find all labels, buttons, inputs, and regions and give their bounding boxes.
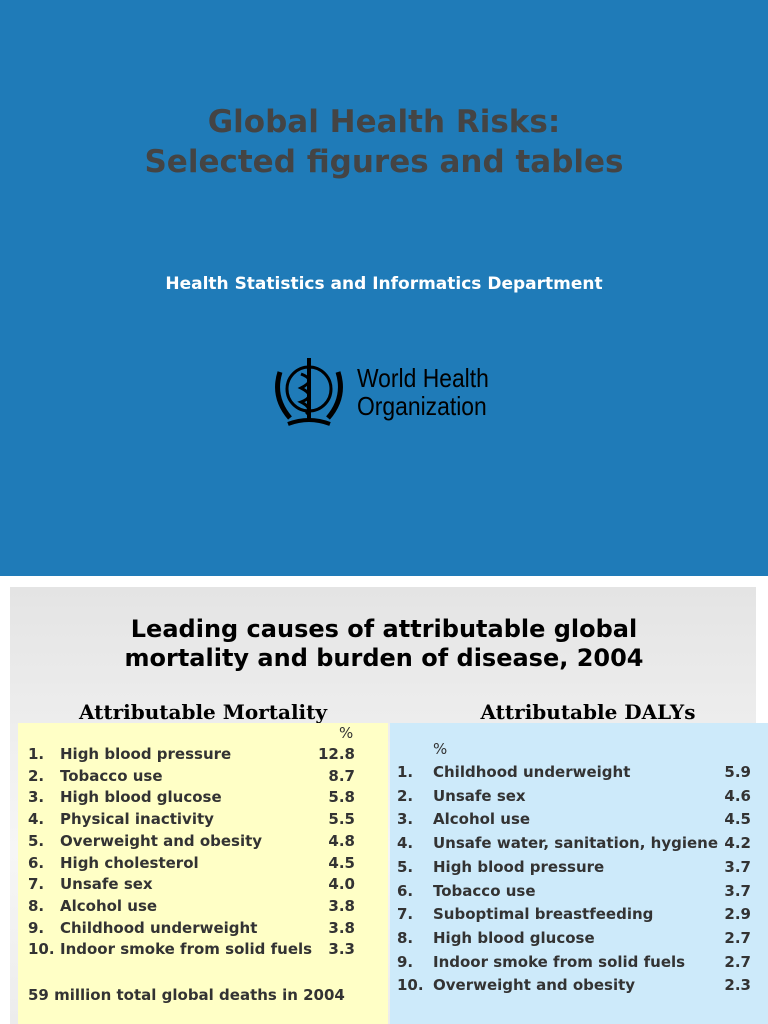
row-value: 4.5 (328, 853, 355, 872)
row-label: Alcohol use (60, 896, 158, 915)
dalys-box (390, 723, 768, 1024)
row-number: 7. (28, 875, 45, 894)
row-label: Physical inactivity (60, 810, 214, 829)
row-number: 6. (397, 881, 414, 900)
column-heading: Attributable Mortality (78, 700, 328, 724)
row-label: Tobacco use (60, 766, 163, 785)
row-number: 4. (397, 834, 414, 853)
row-value: 2.7 (724, 952, 751, 971)
row-value: 3.3 (328, 940, 355, 959)
footer-note: 59 million total global deaths in 2004 (28, 986, 345, 1004)
unit-label: % (433, 740, 448, 758)
row-label: Overweight and obesity (433, 976, 636, 995)
row-value: 12.8 (317, 745, 355, 763)
row-label: High blood pressure (60, 745, 232, 763)
row-number: 4. (28, 810, 45, 829)
row-label: Unsafe water, sanitation, hygiene (433, 834, 719, 853)
row-value: 4.6 (724, 786, 751, 805)
row-number: 8. (28, 896, 45, 915)
row-number: 10. (28, 940, 55, 959)
slide-title: mortality and burden of disease, 2004 (124, 644, 644, 672)
row-number: 2. (397, 786, 414, 805)
row-value: 3.7 (724, 881, 751, 900)
row-label: Unsafe sex (433, 786, 526, 805)
row-number: 7. (397, 905, 414, 924)
row-number: 2. (28, 766, 45, 785)
logo-line: World Health (357, 363, 489, 393)
row-number: 3. (28, 788, 45, 807)
row-label: Suboptimal breastfeeding (433, 905, 654, 924)
row-value: 4.0 (328, 875, 355, 894)
row-label: Indoor smoke from solid fuels (60, 940, 313, 959)
row-value: 8.7 (328, 766, 355, 785)
slide-title: Selected figures and tables (144, 144, 624, 180)
row-label: Overweight and obesity (60, 831, 263, 850)
row-label: High blood pressure (433, 857, 605, 876)
row-label: Alcohol use (433, 810, 531, 829)
row-value: 4.2 (724, 834, 751, 853)
row-number: 5. (397, 857, 414, 876)
row-value: 5.9 (724, 763, 751, 781)
row-label: High blood glucose (60, 788, 222, 807)
row-label: Childhood underweight (60, 918, 258, 937)
logo-line: Organization (357, 391, 487, 421)
row-value: 2.3 (724, 976, 751, 995)
row-number: 6. (28, 853, 45, 872)
row-value: 2.9 (724, 905, 751, 924)
row-number: 3. (397, 810, 414, 829)
who-emblem (275, 358, 343, 426)
row-number: 10. (397, 976, 424, 995)
title-slide: Global Health Risks: Selected figures an… (0, 0, 768, 576)
row-label: Indoor smoke from solid fuels (433, 952, 686, 971)
row-number: 1. (28, 745, 45, 763)
row-number: 9. (28, 918, 45, 937)
row-number: 8. (397, 928, 414, 947)
row-value: 4.8 (328, 831, 355, 850)
row-value: 3.7 (724, 857, 751, 876)
row-value: 3.8 (328, 896, 355, 915)
slide-title: Global Health Risks: (207, 104, 561, 140)
row-value: 5.5 (328, 810, 355, 829)
logo-text: World Health Organization (357, 364, 489, 420)
row-number: 9. (397, 952, 414, 971)
mortality-box (18, 723, 388, 1024)
row-value: 4.5 (724, 810, 751, 829)
slide-title: Leading causes of attributable global (130, 615, 638, 643)
unit-label: % (339, 724, 354, 742)
row-number: 5. (28, 831, 45, 850)
row-value: 3.8 (328, 918, 355, 937)
row-label: Childhood underweight (433, 763, 631, 781)
row-value: 2.7 (724, 928, 751, 947)
subtitle: Health Statistics and Informatics Depart… (165, 274, 603, 294)
column-heading: Attributable DALYs (480, 700, 696, 724)
row-label: Unsafe sex (60, 875, 153, 894)
row-label: High cholesterol (60, 853, 199, 872)
row-label: Tobacco use (433, 881, 536, 900)
row-label: High blood glucose (433, 928, 595, 947)
row-number: 1. (397, 763, 414, 781)
row-value: 5.8 (328, 788, 355, 807)
